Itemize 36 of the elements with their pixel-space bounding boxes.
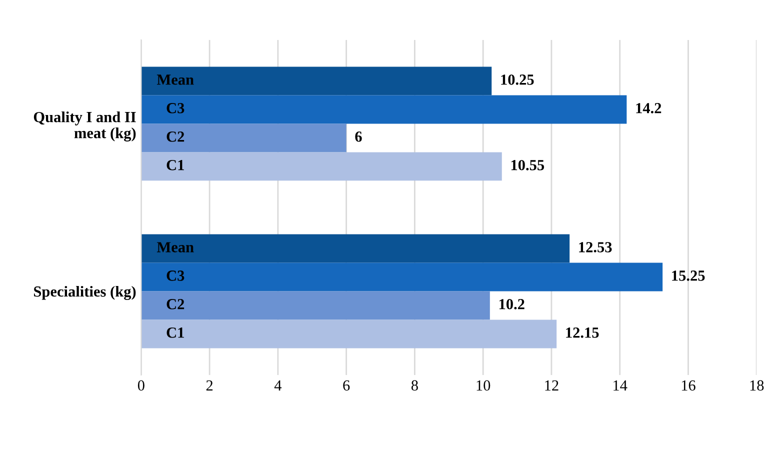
bar: [141, 291, 490, 320]
bar: [141, 152, 502, 181]
bar: [141, 95, 627, 124]
series-label: C2: [166, 132, 184, 142]
text: C3: [166, 270, 184, 281]
series-label: C1: [166, 328, 184, 338]
bar: [141, 320, 557, 348]
data-label: 12.53: [579, 242, 612, 252]
text: C2: [166, 299, 184, 310]
data-label: 12.15: [566, 328, 599, 338]
x-tick-label: 12: [545, 380, 558, 390]
y-tick-label: Quality I and II meat (kg): [34, 111, 136, 142]
data-label: 15.25: [672, 270, 705, 281]
bar: [141, 262, 663, 292]
x-tick-label: 10: [476, 380, 490, 391]
data-label: 6: [355, 132, 362, 142]
data-label: 10.2: [499, 298, 524, 310]
x-tick-label: 14: [614, 380, 628, 390]
data-label: 10.55: [511, 160, 544, 170]
x-tick-label: 18: [750, 380, 764, 391]
x-tick-label: 16: [682, 380, 696, 391]
x-tick-label: 6: [343, 380, 350, 391]
y-tick-label: Specialities (kg): [34, 286, 136, 300]
x-tick-label: 2: [206, 380, 213, 390]
x-tick-label: 4: [274, 380, 282, 390]
x-tick-label: 8: [411, 380, 418, 391]
bar: [141, 234, 570, 263]
bar: [141, 66, 492, 96]
text: C1: [166, 160, 184, 170]
x-tick-label: 0: [138, 380, 144, 391]
data-label: 14.2: [636, 103, 662, 114]
series-label: Mean: [156, 242, 194, 252]
data-label: 10.25: [501, 74, 534, 85]
text: Mean: [156, 74, 194, 85]
series-label: C3: [166, 103, 184, 114]
bar: [141, 124, 346, 152]
